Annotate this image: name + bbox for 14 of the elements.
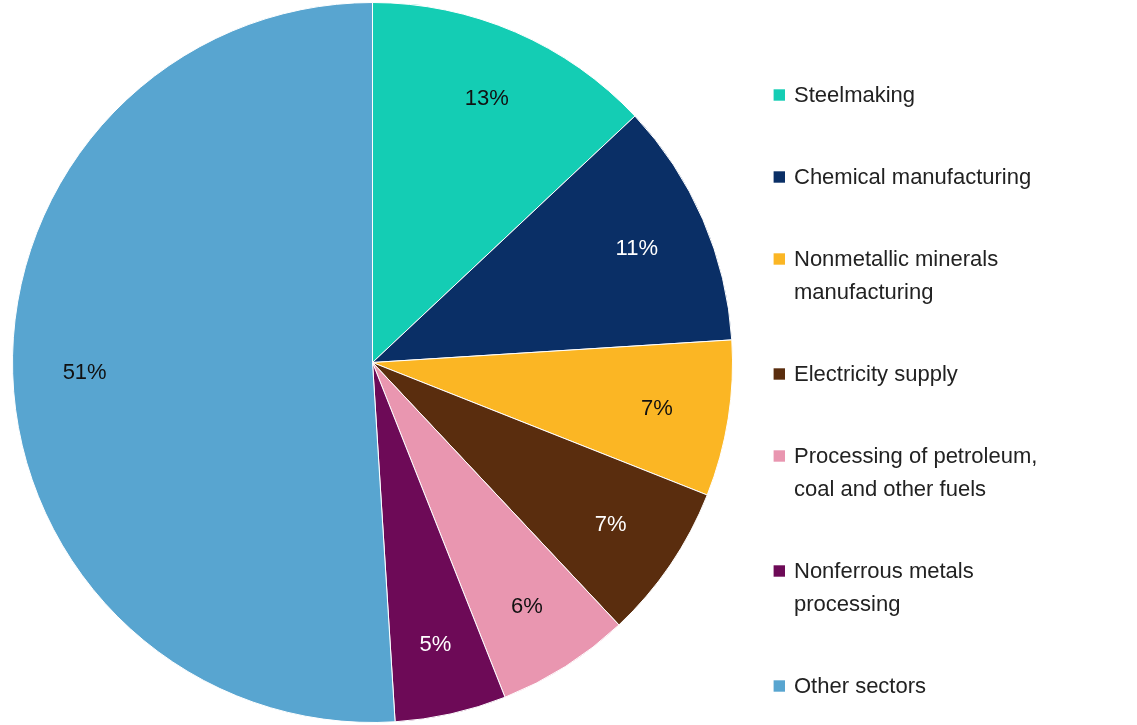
legend-label: Steelmaking (794, 82, 916, 107)
legend-label: Electricity supply (794, 361, 958, 386)
legend-label: Chemical manufacturing (794, 164, 1032, 189)
data-label: 7% (594, 511, 627, 537)
data-label: 7% (641, 394, 673, 420)
data-label: 11% (615, 235, 659, 261)
legend-label: Processing of petroleum, coal and other fuels (794, 443, 1038, 501)
data-label: 5% (419, 630, 452, 656)
data-label: 51% (62, 358, 107, 384)
legend-label: Other sectors (794, 673, 927, 698)
legend-label: Nonferrous metals processing (794, 558, 974, 616)
data-label: 6% (510, 592, 543, 618)
data-label: 13% (464, 85, 509, 111)
legend-label: Nonmetallic minerals manufacturing (794, 246, 999, 304)
